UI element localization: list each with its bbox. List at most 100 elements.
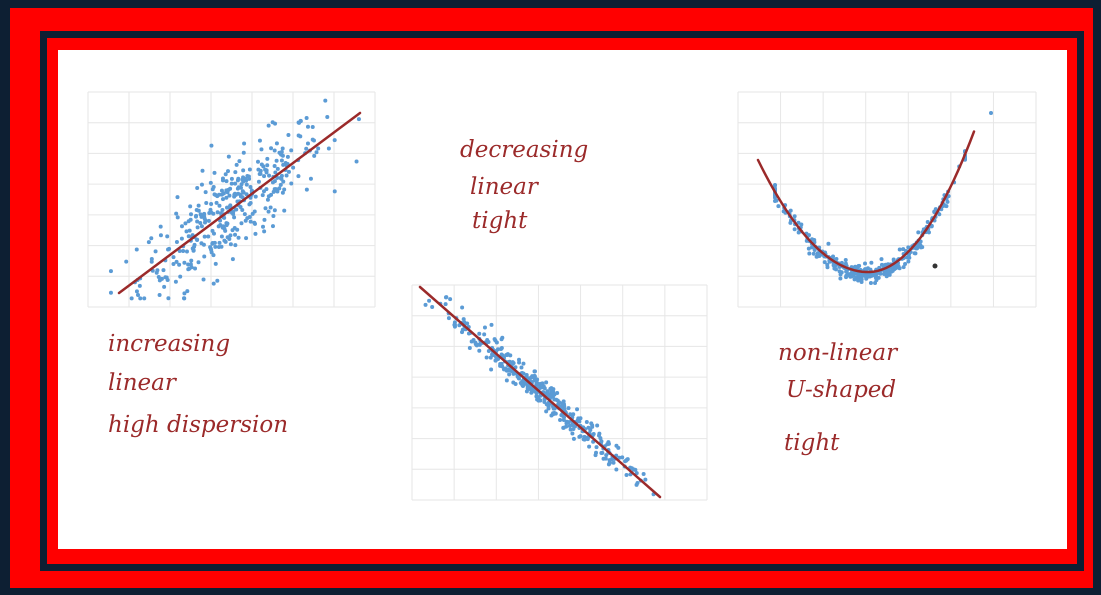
data-point <box>278 182 283 187</box>
data-point <box>262 217 267 222</box>
data-point <box>443 302 448 307</box>
data-point <box>286 133 291 138</box>
data-point <box>617 455 622 460</box>
annotation-line: U-shaped <box>786 377 896 403</box>
data-point <box>270 224 275 229</box>
data-point <box>187 228 192 233</box>
data-point <box>874 278 879 283</box>
data-point <box>466 331 471 336</box>
data-point <box>272 148 277 153</box>
data-point <box>531 388 536 393</box>
data-point <box>195 237 200 242</box>
data-point <box>581 437 586 442</box>
data-point <box>209 143 214 148</box>
data-point <box>134 247 139 252</box>
data-point <box>124 259 129 264</box>
data-point <box>262 229 267 234</box>
data-point <box>224 179 229 184</box>
data-point <box>217 203 222 208</box>
data-point <box>448 297 453 302</box>
data-point <box>200 168 205 173</box>
data-point <box>525 386 530 391</box>
data-point <box>256 179 261 184</box>
data-point <box>305 124 310 129</box>
data-point <box>571 436 576 441</box>
data-point <box>182 260 187 265</box>
data-point <box>189 265 194 270</box>
data-point <box>236 185 241 190</box>
data-point <box>196 260 201 265</box>
fit-line <box>418 285 662 499</box>
data-point <box>508 353 513 358</box>
data-point <box>209 248 214 253</box>
data-point <box>268 205 273 210</box>
data-point <box>886 268 891 273</box>
data-point <box>189 258 194 263</box>
data-point <box>272 208 277 213</box>
data-point <box>285 154 290 159</box>
data-point <box>236 235 241 240</box>
data-point <box>332 189 337 194</box>
data-point <box>210 241 215 246</box>
data-point <box>282 187 287 192</box>
data-point <box>215 210 220 215</box>
data-point <box>202 234 207 239</box>
data-point <box>467 346 472 351</box>
data-point <box>863 261 868 266</box>
data-point <box>281 162 286 167</box>
data-point <box>489 322 494 327</box>
data-point <box>228 233 233 238</box>
data-point <box>549 393 554 398</box>
data-point <box>901 265 906 270</box>
data-point <box>195 225 200 230</box>
data-point <box>178 274 183 279</box>
data-point <box>838 276 843 281</box>
data-point <box>158 233 163 238</box>
data-point <box>265 197 270 202</box>
data-point <box>198 221 203 226</box>
data-point <box>589 421 594 426</box>
data-point <box>237 159 242 164</box>
data-point <box>259 147 264 152</box>
data-point <box>138 296 143 301</box>
plot-points <box>108 98 361 301</box>
data-point <box>822 260 827 265</box>
data-point <box>211 231 216 236</box>
data-point <box>171 261 176 266</box>
data-point <box>920 245 925 250</box>
data-point <box>227 193 232 198</box>
data-point <box>243 177 248 182</box>
data-point <box>247 167 252 172</box>
data-point <box>304 116 309 121</box>
data-point <box>809 245 814 250</box>
data-point <box>314 150 319 155</box>
data-point <box>181 249 186 254</box>
data-point <box>796 220 801 225</box>
data-point <box>236 176 241 181</box>
data-point <box>275 166 280 171</box>
data-point <box>834 256 839 261</box>
data-point <box>230 228 235 233</box>
annotation-line: linear <box>108 370 178 396</box>
data-point <box>623 459 628 464</box>
data-point <box>832 266 837 271</box>
data-point <box>230 257 235 262</box>
data-point <box>240 177 245 182</box>
scatter-plot-increasing <box>87 91 376 308</box>
data-point <box>203 190 208 195</box>
data-point <box>162 284 167 289</box>
data-point <box>906 259 911 264</box>
data-point <box>532 374 537 379</box>
annotation-plot3: non-linear U-shaped tight <box>778 340 899 456</box>
data-point <box>108 290 113 295</box>
data-point <box>239 182 244 187</box>
data-point <box>430 304 435 309</box>
fit-line <box>117 111 362 295</box>
data-point <box>202 254 207 259</box>
data-point <box>146 240 151 245</box>
data-point <box>240 189 245 194</box>
data-point <box>499 352 504 357</box>
annotation-line: linear <box>470 174 540 200</box>
data-point <box>195 186 200 191</box>
data-point <box>897 266 902 271</box>
